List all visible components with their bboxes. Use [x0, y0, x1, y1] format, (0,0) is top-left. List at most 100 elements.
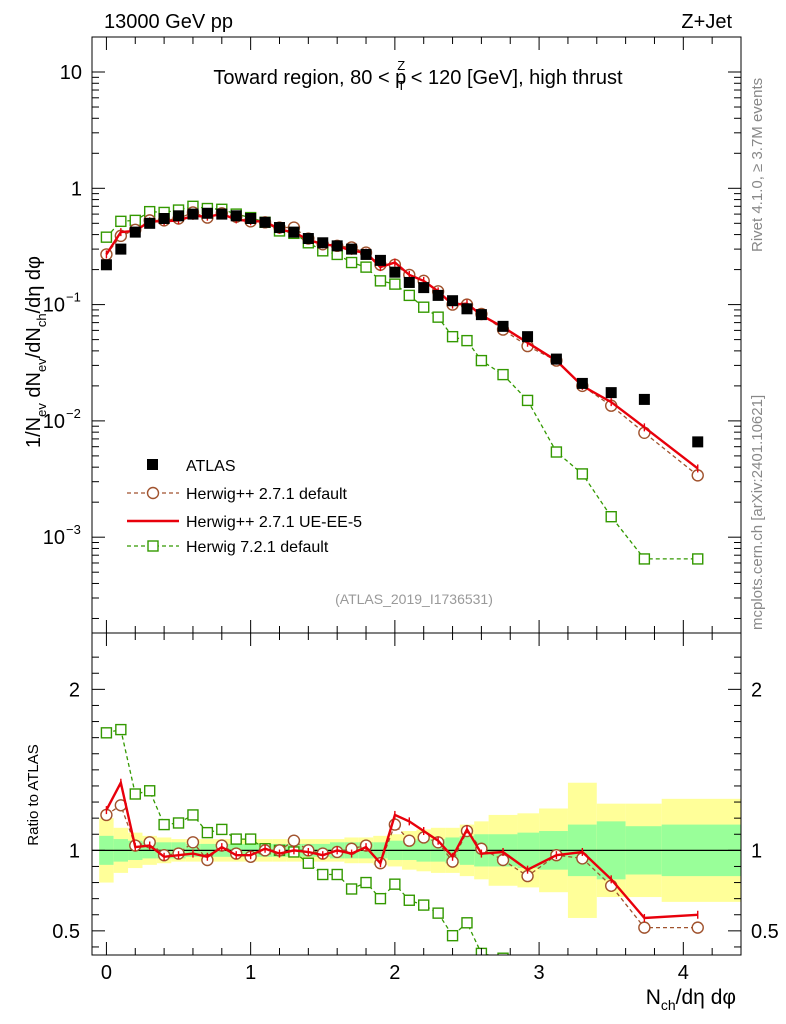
ylabel-a-sub: ev: [34, 403, 49, 417]
ratio-herwig7-point: [317, 868, 329, 881]
main-herwig7-point: [521, 394, 534, 407]
y-tick-label-exponent: −1: [66, 290, 81, 305]
ratio-herwig7-point: [461, 917, 473, 929]
x-tick-label: 4: [678, 962, 689, 984]
main-atlas-point: [346, 243, 358, 255]
ylabel-b-sub: ev: [34, 358, 49, 372]
main-herwig7-point: [100, 231, 113, 243]
main-atlas-point: [638, 393, 650, 405]
main-herwig7-point: [497, 368, 509, 381]
main-atlas-point: [576, 377, 588, 389]
main-atlas-point: [129, 226, 141, 238]
ratio-herwig7-point: [302, 857, 315, 869]
x-tick-label: 1: [245, 962, 256, 984]
y-tick-label: 10: [43, 295, 65, 317]
ratio-y-tick-label: 2: [69, 679, 80, 701]
ylabel-a: 1/N: [23, 417, 45, 448]
title-sup: Z: [397, 58, 405, 73]
main-herwig7-point: [374, 275, 387, 287]
main-atlas-point: [273, 222, 285, 234]
ratio-herwig7-point: [403, 894, 415, 906]
y-tick-label-exponent: −3: [66, 522, 81, 537]
ratio-herwig7-point: [172, 817, 185, 829]
analysis-tag: (ATLAS_2019_I1736531): [335, 591, 493, 607]
ratio-herwig7-point: [143, 785, 156, 797]
main-herwig7-line: [105, 205, 698, 560]
legend-herwig-default-label: Herwig++ 2.7.1 default: [186, 486, 348, 503]
ratio-y-tick-label-right: 1: [751, 840, 762, 862]
y-tick-label: 10: [60, 62, 82, 84]
legend-herwig7-marker: [147, 540, 159, 552]
ratio-y-axis-label: Ratio to ATLAS: [25, 744, 42, 845]
main-herwig7-point: [605, 511, 617, 523]
ratio-herwig7-point: [523, 964, 533, 974]
ratio-herwig7-point: [244, 833, 257, 845]
ratio-herwig-default-point: [287, 834, 301, 847]
y-tick-label-exponent: −2: [66, 406, 81, 421]
main-atlas-point: [201, 207, 213, 219]
main-atlas-point: [432, 289, 444, 301]
legend-herwig-default-marker: [146, 486, 160, 500]
ylabel-c: /dN: [23, 327, 45, 358]
legend-atlas-marker: [147, 459, 158, 470]
ratio-herwig7-point: [418, 899, 430, 911]
xlabel-b: /dη dφ: [676, 986, 736, 1009]
main-plot-marks: [100, 200, 704, 565]
main-herwig7-point: [638, 553, 651, 565]
main-atlas-point: [173, 210, 185, 222]
ratio-herwig7-point: [446, 929, 459, 942]
ylabel-d: /dη dφ: [23, 256, 45, 313]
ylabel-b: dN: [23, 372, 45, 403]
ratio-y-tick-label: 0.5: [52, 921, 80, 943]
ratio-herwig7-point: [129, 788, 141, 800]
x-tick-label: 2: [389, 962, 400, 984]
ratio-series-group: [100, 723, 704, 974]
legend-herwig7-label: Herwig 7.2.1 default: [186, 539, 329, 556]
main-atlas-point: [216, 208, 228, 220]
main-herwig7-point: [550, 446, 563, 458]
main-atlas-point: [360, 248, 372, 260]
process-label: Z+Jet: [681, 11, 732, 33]
y-tick-label: 10: [43, 527, 65, 549]
main-herwig7-point: [432, 311, 444, 323]
ylabel-c-sub: ch: [34, 313, 49, 327]
title-post: < 120 [GeV], high thrust: [405, 67, 623, 89]
ratio-plot-marks: [100, 723, 704, 974]
main-atlas-point: [317, 237, 329, 249]
x-tick-label: 0: [101, 962, 112, 984]
main-atlas-point: [475, 309, 487, 321]
main-atlas-point: [302, 233, 314, 245]
main-herwig7-point: [360, 261, 372, 273]
ratio-herwig-default-point: [403, 834, 416, 847]
main-atlas-point: [497, 320, 509, 332]
ratio-herwig7-line: [106, 728, 492, 955]
main-atlas-point: [461, 303, 473, 315]
main-atlas-point: [550, 353, 562, 365]
ratio-herwig7-point: [360, 876, 372, 889]
title-pre: Toward region, 80 < p: [213, 67, 406, 89]
main-herwig7-point: [576, 468, 589, 480]
main-atlas-point: [288, 226, 300, 238]
main-herwig7-point: [692, 553, 704, 565]
x-tick-label: 3: [534, 962, 545, 984]
ratio-herwig7-point: [389, 878, 401, 890]
legend-herwig-ueee5-label: Herwig++ 2.7.1 UE-EE-5: [186, 514, 362, 531]
title-sub: T: [397, 78, 405, 93]
ratio-herwig7-point: [374, 892, 387, 905]
main-atlas-point: [259, 216, 271, 228]
main-atlas-point: [403, 276, 415, 288]
main-ueee5-line: [105, 212, 699, 470]
main-atlas-point: [418, 282, 430, 294]
main-atlas-point: [692, 436, 704, 448]
main-atlas-point: [144, 217, 156, 229]
main-atlas-point: [389, 266, 401, 278]
xlabel-a-sub: ch: [661, 997, 676, 1013]
ratio-herwig7-point: [100, 727, 113, 739]
xlabel-a: N: [646, 986, 661, 1009]
ratio-axes: 0.5 0.5 1 1 2 2 0 1 2 3 4: [52, 633, 779, 984]
main-herwig7-point: [475, 354, 488, 367]
main-atlas-point: [331, 240, 343, 252]
